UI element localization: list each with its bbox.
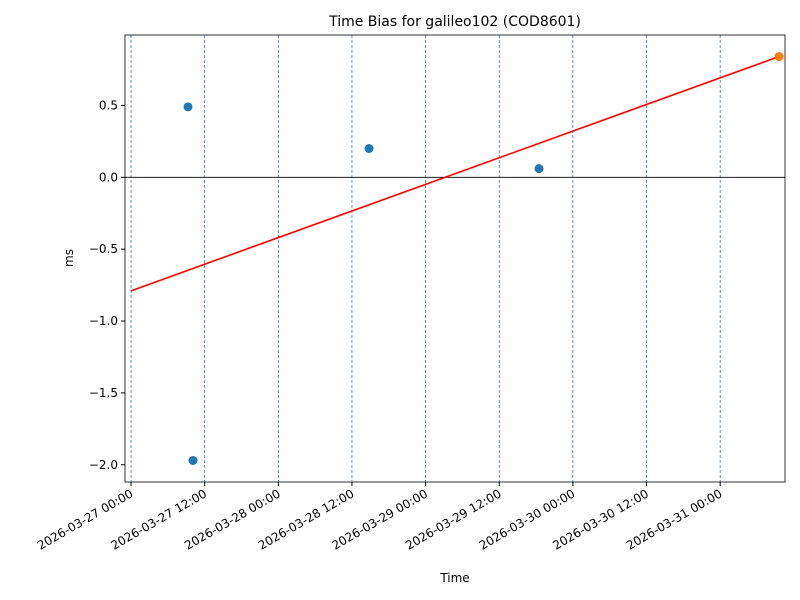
y-axis-label: ms (62, 249, 76, 267)
point (774, 52, 784, 62)
y-tick-label: 0.0 (99, 170, 118, 184)
point (534, 164, 544, 174)
fit-line (130, 55, 780, 292)
y-tick-label: −0.5 (89, 242, 118, 256)
plot-frame (124, 34, 786, 483)
chart-title: Time Bias for galileo102 (COD8601) (328, 14, 581, 30)
x-axis-label: Time (439, 571, 469, 585)
y-tick-label: 0.5 (99, 98, 118, 112)
y-tick-label: −1.5 (89, 386, 118, 400)
point (364, 144, 374, 154)
point (188, 455, 198, 465)
y-tick-label: −2.0 (89, 458, 118, 472)
y-tick-label: −1.0 (89, 314, 118, 328)
point (183, 102, 193, 112)
